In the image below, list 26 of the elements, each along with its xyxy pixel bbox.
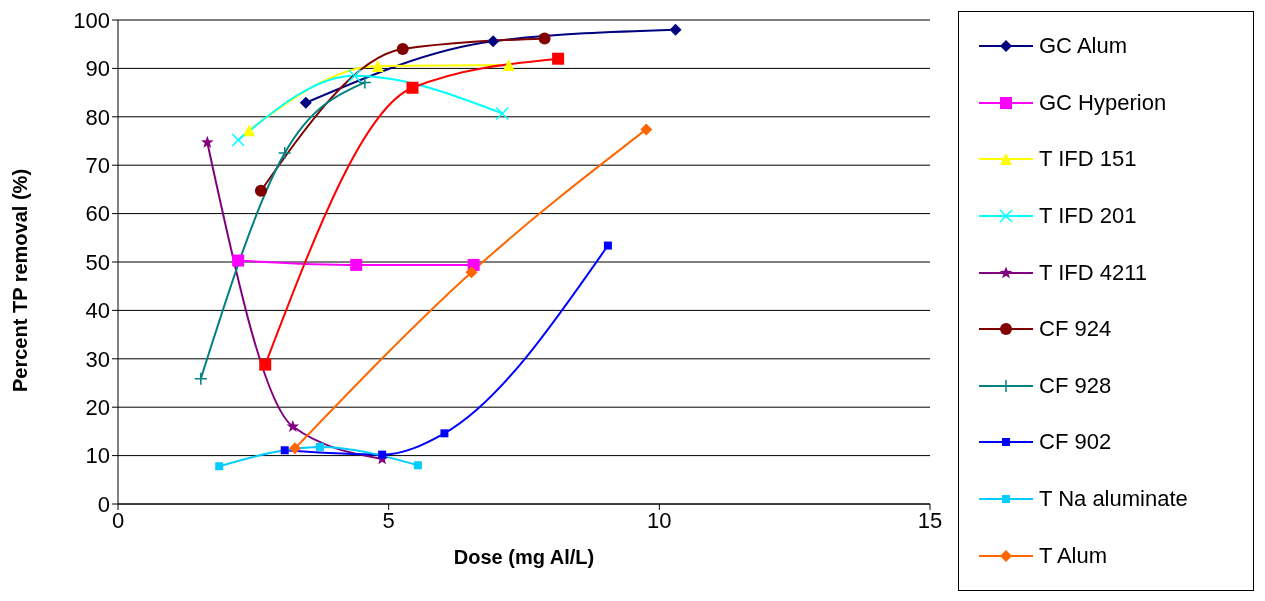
y-axis-title: Percent TP removal (%)	[9, 168, 32, 392]
y-tick-label: 30	[85, 346, 110, 372]
legend-label: GC Alum	[1039, 33, 1128, 60]
y-tick-label: 0	[97, 491, 110, 517]
legend-label: CF 928	[1039, 372, 1112, 399]
y-tick-label: 60	[85, 201, 110, 227]
legend-label: CF 902	[1039, 429, 1112, 456]
legend-label: CF 924	[1039, 316, 1112, 343]
legend-label: T IFD 4211	[1039, 259, 1148, 286]
x-axis-title: Dose (mg Al/L)	[453, 546, 595, 568]
y-tick-label: 10	[85, 443, 110, 469]
y-tick-label: 90	[85, 56, 110, 82]
legend-label: T Alum	[1039, 542, 1108, 569]
x-tick-label: 10	[647, 507, 672, 533]
y-tick-label: 80	[85, 104, 110, 130]
legend-label: T IFD 201	[1039, 203, 1137, 230]
y-tick-label: 40	[85, 298, 110, 324]
legend-label: T Na aluminate	[1039, 486, 1188, 513]
y-tick-label: 50	[85, 249, 110, 275]
y-tick-label: 20	[85, 395, 110, 421]
x-tick-label: 15	[917, 507, 943, 533]
legend-label: GC Hyperion	[1039, 89, 1167, 116]
x-tick-label: 5	[382, 507, 395, 533]
y-tick-label: 100	[73, 7, 110, 33]
y-tick-label: 70	[85, 153, 110, 179]
legend-label: T IFD 151	[1039, 146, 1137, 173]
